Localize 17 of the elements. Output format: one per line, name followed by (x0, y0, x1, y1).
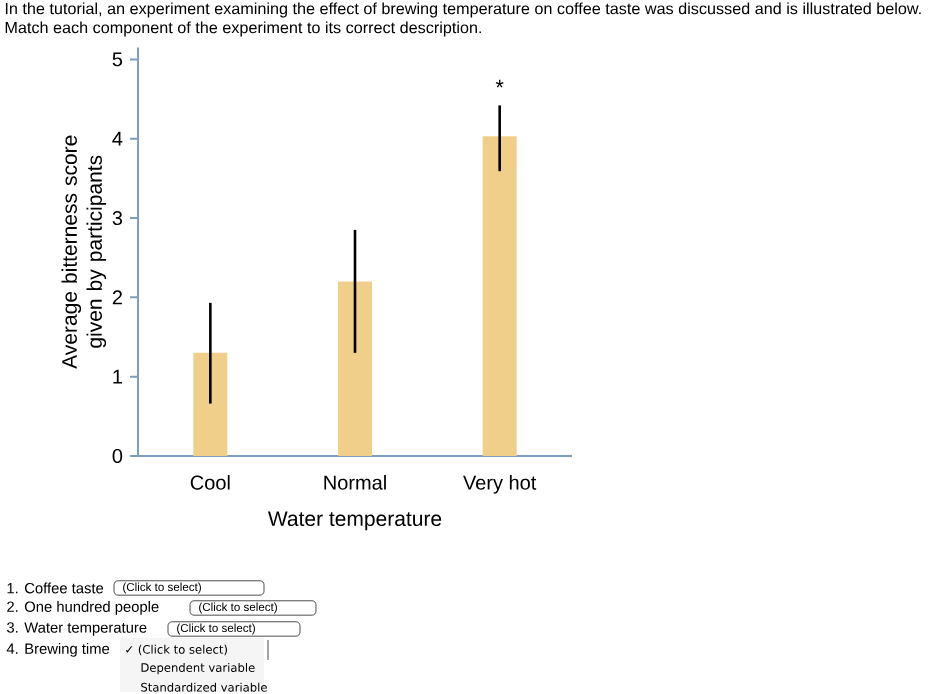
x-tick-label: Cool (190, 475, 230, 490)
x-tick-label: Normal (324, 475, 386, 490)
y-tick-label: 0 (112, 448, 123, 464)
annotation: * (495, 79, 504, 88)
y-tick-label: 5 (112, 52, 123, 67)
y-tick-label: 3 (112, 210, 123, 226)
bar (193, 352, 228, 456)
chart-subtitle: Match each component of the experiment to its correct description. (5, 21, 481, 37)
y-tick-label: 1 (113, 369, 122, 384)
x-tick-label: Very hot (463, 475, 537, 494)
y-tick-label: 4 (112, 131, 123, 146)
x-axis-title: Water temperature (267, 511, 442, 531)
chart-title: In the tutorial, an experiment examining the effect of brewing temperature on coffee taste was discussed and is illustrated below. (5, 2, 921, 18)
bar (482, 136, 517, 456)
y-tick-label: 2 (112, 290, 122, 305)
y-axis-title: Average bitterness score given by participants (61, 135, 107, 369)
bar (338, 281, 372, 456)
